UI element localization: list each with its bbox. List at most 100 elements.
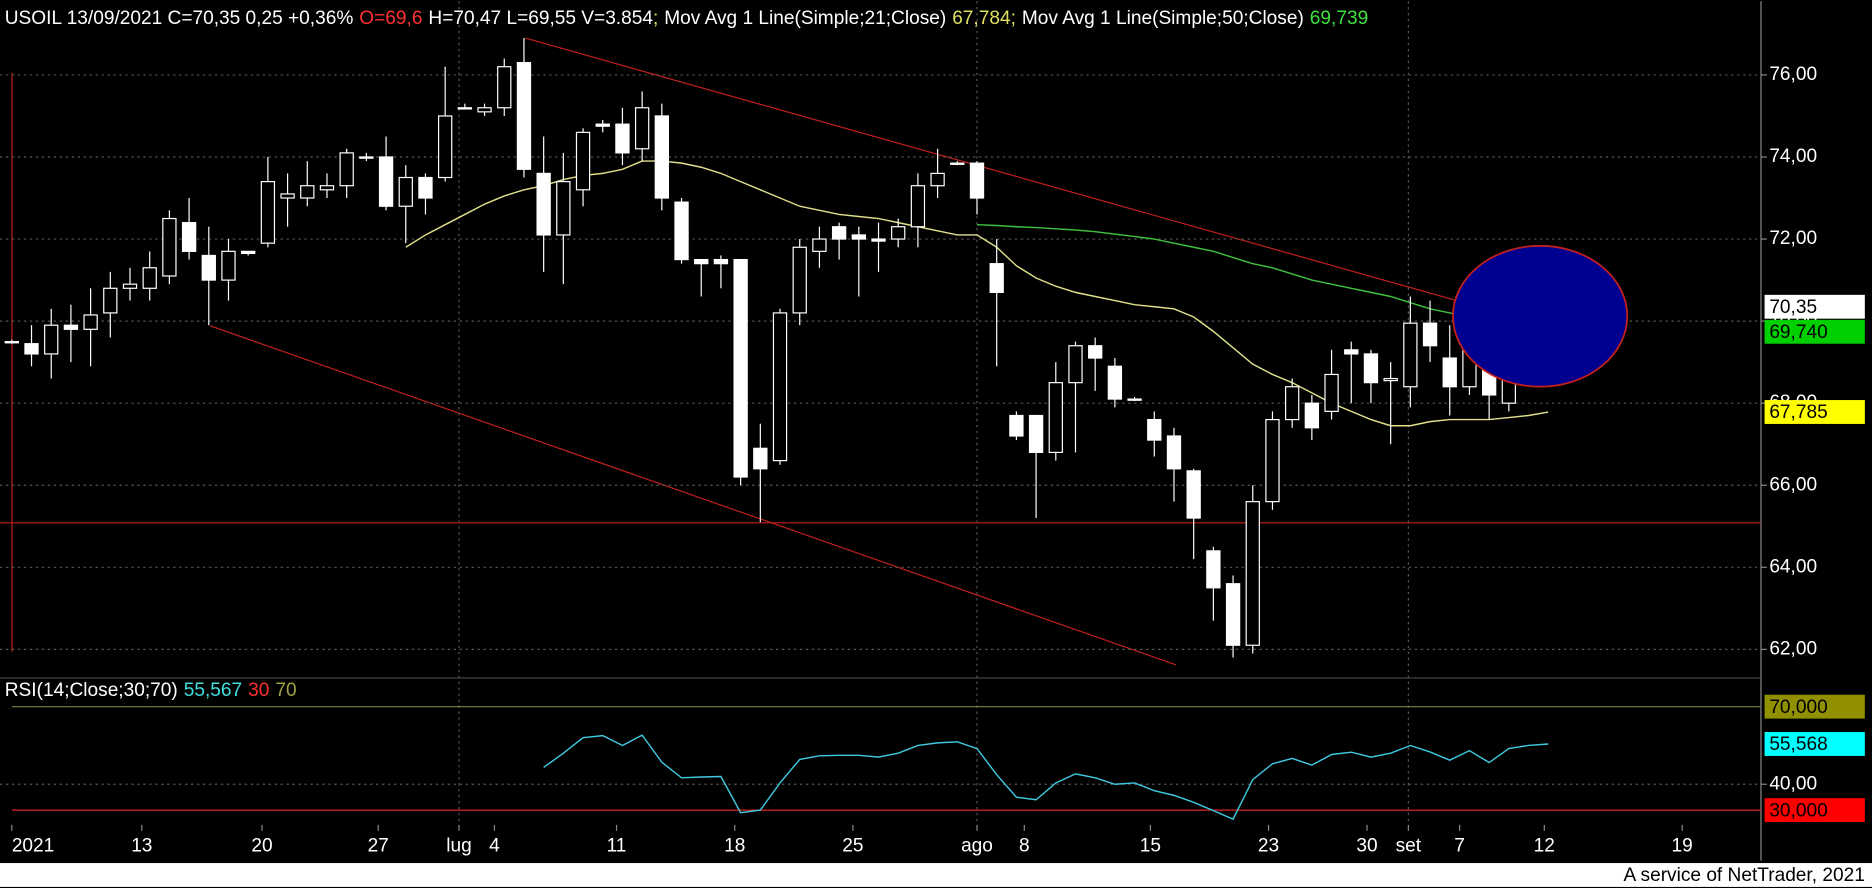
y-tick-label: 76,00 — [1769, 64, 1817, 85]
header-segment: RSI(14;Close;30;70) — [5, 680, 178, 701]
candle-body — [812, 238, 827, 252]
candle-body — [1028, 414, 1044, 454]
candle-body — [713, 258, 729, 265]
indicator-line — [405, 160, 1549, 427]
x-tick-label: ago — [961, 835, 993, 856]
candle-body — [871, 238, 886, 242]
candle-body — [654, 115, 670, 199]
candle-body — [694, 258, 709, 265]
x-tick-label: 25 — [842, 835, 863, 856]
candle-body — [536, 172, 551, 236]
candle-body — [910, 185, 926, 228]
candle-body — [4, 341, 19, 344]
candle-body — [181, 222, 197, 252]
candle-body — [930, 172, 945, 187]
candle-body — [1206, 550, 1221, 589]
candle-body — [595, 123, 610, 127]
upper-trendline — [525, 37, 1547, 327]
candle-body — [1324, 373, 1339, 412]
x-tick-label: 13 — [131, 835, 152, 856]
x-tick-label: 20 — [251, 835, 272, 856]
y-tick-label: 66,00 — [1769, 474, 1817, 495]
candle-body — [142, 267, 157, 289]
candle-body — [378, 156, 394, 207]
candle-body — [1403, 322, 1418, 388]
header-segment: 55,567 — [184, 680, 242, 701]
x-tick-label: 27 — [368, 835, 389, 856]
header-segment: USOIL 13/09/2021 C=70,35 0,25 +0,36% — [5, 8, 354, 29]
candle-body — [398, 176, 413, 207]
candle-body — [1422, 322, 1438, 347]
candle-body — [1383, 377, 1398, 382]
candle-body — [457, 107, 473, 110]
header: RSI(14;Close;30;70) 55,567 30 70 — [5, 680, 297, 701]
candle-body — [1225, 583, 1241, 646]
candle-body — [733, 258, 748, 478]
candle-body — [1166, 435, 1182, 470]
value-badge-label: 55,568 — [1769, 734, 1827, 755]
candle-body — [1285, 386, 1300, 421]
candle-body — [438, 115, 453, 179]
y-tick-label: 64,00 — [1769, 556, 1817, 577]
candle-body — [1186, 470, 1201, 519]
x-tick-label: 19 — [1672, 835, 1693, 856]
candle-body — [1127, 398, 1142, 401]
x-tick-label: 8 — [1019, 835, 1030, 856]
overlay: USOIL 13/09/2021 C=70,35 0,25 +0,36% O=69… — [5, 8, 1865, 823]
candle-body — [792, 246, 807, 314]
indicator-line — [543, 734, 1549, 821]
value-badge-label: 70,35 — [1769, 297, 1817, 318]
header-segment: ; — [1011, 8, 1016, 29]
candle-body — [1088, 345, 1103, 359]
highlight-ellipse — [1452, 244, 1629, 388]
value-badge — [1764, 319, 1865, 344]
value-badge — [1764, 798, 1865, 823]
value-badge-label: 67,785 — [1769, 402, 1827, 423]
header-segment: 69,739 — [1310, 8, 1368, 29]
candle-body — [516, 62, 532, 170]
candle-body — [891, 226, 906, 240]
y-tick-label: 62,00 — [1769, 638, 1817, 659]
candle-body — [280, 193, 295, 199]
value-badge-label: 30,000 — [1769, 800, 1827, 821]
value-badge — [1764, 732, 1865, 756]
x-tick-label: 18 — [724, 835, 745, 856]
value-badge-label: 69,740 — [1769, 322, 1827, 343]
candle-body — [477, 107, 492, 113]
x-tick-label: set — [1396, 835, 1422, 856]
candle-body — [615, 123, 630, 154]
candle-body — [103, 287, 118, 314]
y-tick-label: 74,00 — [1769, 146, 1817, 167]
candle-body — [634, 107, 650, 150]
candle-body — [851, 234, 866, 240]
value-badge — [1764, 400, 1865, 424]
candle-body — [63, 324, 79, 330]
y-tick-label: 72,00 — [1769, 228, 1817, 249]
candle-body — [969, 162, 985, 199]
header-segment: O=69,6 — [359, 8, 422, 29]
x-tick-label: 2021 — [12, 835, 54, 856]
candle-body — [83, 314, 98, 330]
candle-body — [1265, 418, 1280, 503]
x-tick-label: 7 — [1454, 835, 1465, 856]
value-badge — [1764, 694, 1865, 719]
x-tick-label: 15 — [1140, 835, 1161, 856]
candle-body — [1068, 345, 1083, 384]
candle-body — [221, 250, 236, 281]
candle-body — [162, 217, 177, 277]
header-segment: 70 — [275, 680, 296, 701]
candle-body — [241, 250, 256, 255]
candle-body — [260, 181, 276, 244]
header-segment: H=70,47 L=69,55 V=3.854 — [428, 8, 653, 29]
candle-body — [950, 162, 965, 165]
candle-body — [556, 181, 571, 236]
candle-body — [831, 226, 847, 240]
footer-bar — [0, 863, 1872, 887]
value-badge — [1764, 294, 1865, 319]
lower-trendline — [209, 325, 1177, 666]
candle-body — [339, 152, 354, 187]
candle-body — [1344, 349, 1359, 355]
candle-body — [201, 254, 216, 281]
candle-body — [1442, 357, 1457, 388]
